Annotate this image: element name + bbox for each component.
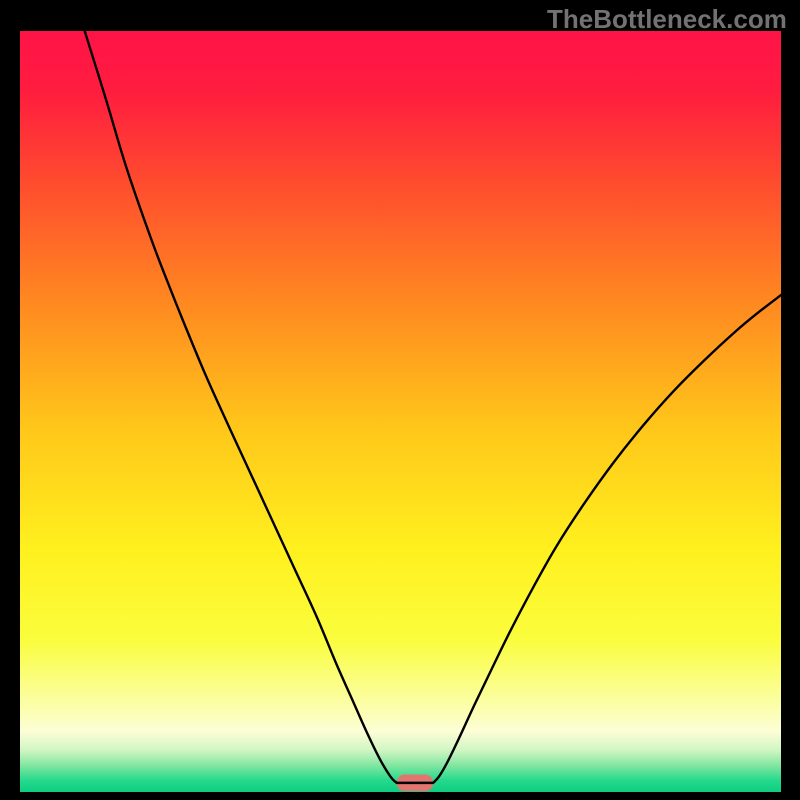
gradient-background [20, 31, 781, 792]
credit-label: TheBottleneck.com [547, 4, 787, 35]
bottleneck-chart [0, 0, 800, 800]
chart-container: TheBottleneck.com [0, 0, 800, 800]
